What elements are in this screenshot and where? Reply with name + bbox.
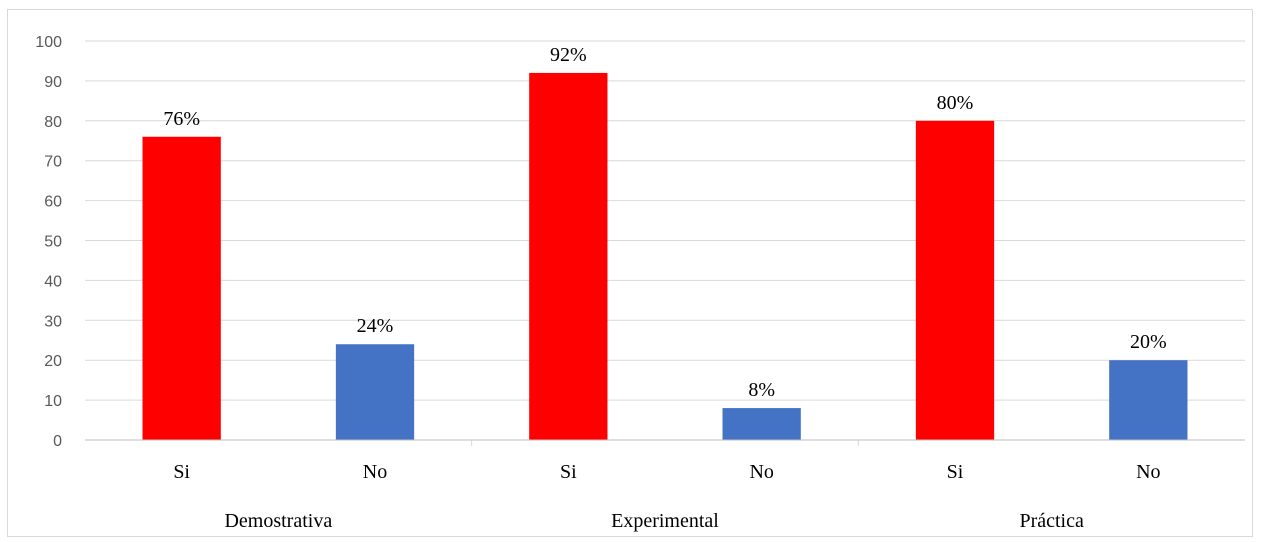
x-category-label: Si [947, 461, 964, 483]
x-group-label: Experimental [611, 510, 719, 532]
y-tick-label: 100 [35, 34, 62, 51]
x-group-label: Demostrativa [224, 510, 332, 532]
bar-no [1109, 360, 1188, 440]
bar-si [142, 136, 221, 440]
y-tick-label: 90 [44, 74, 62, 91]
data-label: 20% [1130, 331, 1167, 353]
y-tick-label: 50 [44, 234, 62, 251]
bar-no [335, 344, 415, 440]
bar-no [722, 408, 801, 440]
data-label: 80% [937, 92, 974, 114]
y-axis-ticks: 0 10 20 30 40 50 60 70 80 90 100 [35, 34, 62, 450]
x-group-label: Práctica [1019, 510, 1084, 532]
bar-si [915, 120, 995, 441]
x-category-label: No [1136, 461, 1160, 483]
data-label: 8% [748, 379, 775, 401]
y-tick-label: 80 [44, 114, 62, 131]
bars [142, 72, 1188, 441]
x-category-label: Si [173, 461, 190, 483]
y-tick-label: 20 [44, 353, 62, 370]
y-tick-label: 10 [44, 393, 62, 410]
y-tick-label: 30 [44, 313, 62, 330]
data-label: 92% [550, 44, 587, 66]
x-category-label: No [363, 461, 387, 483]
bar-si [529, 72, 608, 441]
gridlines [85, 40, 1245, 441]
data-label: 76% [163, 108, 200, 130]
data-labels: 76% 24% 92% 8% 80% 20% [163, 44, 1166, 401]
x-category-label: No [749, 461, 773, 483]
x-axis: Si No Demostrativa Si No Experimental Si No Prác… [85, 439, 1245, 532]
y-tick-label: 0 [53, 433, 62, 450]
x-category-label: Si [560, 461, 577, 483]
y-tick-label: 60 [44, 194, 62, 211]
y-tick-label: 70 [44, 154, 62, 171]
data-label: 24% [357, 315, 394, 337]
y-tick-label: 40 [44, 273, 62, 290]
